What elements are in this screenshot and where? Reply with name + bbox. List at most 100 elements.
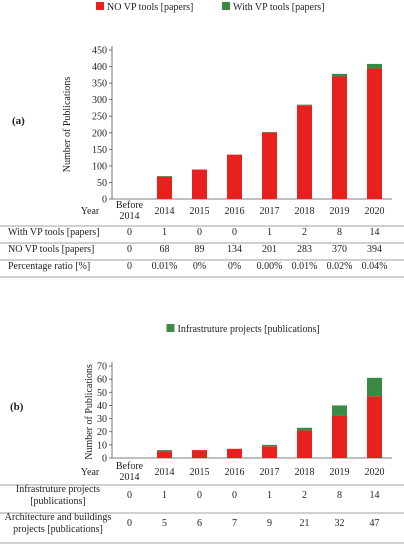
table-cell: 2 [302,490,307,501]
y-tick-label: 350 [92,79,107,90]
x-axis-title: Year [81,206,100,217]
bar-secondary [157,176,172,177]
y-tick-label: 300 [92,95,107,106]
table-cell: 1 [267,490,272,501]
y-axis-title: Number of Publications [62,77,73,173]
bar-primary [367,396,382,458]
x-tick-label: 2019 [330,206,350,217]
bar-primary [192,169,207,199]
table-cell: 9 [267,518,272,529]
table-cell: 370 [332,244,347,255]
y-tick-label: 400 [92,62,107,73]
bar-secondary [297,427,312,431]
table-row-label: Architecture and buildings projects [publ… [5,512,112,535]
y-tick-label: 0 [102,195,107,206]
table-cell: 21 [300,518,310,529]
y-tick-label: 0 [102,454,107,465]
table-cell: 0 [127,227,132,238]
bar-primary [297,105,312,199]
table-cell: 0.01% [152,261,178,272]
table-cell: 0% [228,261,241,272]
y-tick-label: 100 [92,161,107,172]
x-tick-label: 2016 [225,206,245,217]
table-cell: 0.01% [292,261,318,272]
x-tick-label: 2019 [330,467,350,478]
legend-label: NO VP tools [papers] [107,2,193,13]
table-row-label: Infrastruture projects [publications] [16,484,100,507]
x-tick-label: 2018 [295,467,315,478]
table-cell: 89 [195,244,205,255]
bar-primary [157,176,172,199]
x-axis-title: Year [81,467,100,478]
y-tick-label: 60 [97,375,107,386]
bar-secondary [332,73,347,77]
x-tick-label: 2017 [260,467,280,478]
y-tick-label: 50 [97,178,107,189]
table-cell: 2 [302,227,307,238]
x-tick-label: 2017 [260,206,280,217]
table-cell: 1 [162,490,167,501]
table-cell: 394 [367,244,382,255]
x-tick-label: 2016 [225,467,245,478]
table-cell: 14 [370,227,380,238]
x-tick-label: Before 2014 [116,200,144,222]
y-tick-label: 10 [97,440,107,451]
table-cell: 0 [197,227,202,238]
legend-swatch [222,2,230,10]
table-cell: 32 [335,518,345,529]
x-tick-label: 2014 [155,467,175,478]
x-tick-label: 2015 [190,206,210,217]
bar-primary [262,446,277,458]
y-tick-label: 40 [97,401,107,412]
table-cell: 1 [162,227,167,238]
x-tick-label: 2020 [365,467,385,478]
table-cell: 68 [160,244,170,255]
table-cell: 0 [232,490,237,501]
y-tick-label: 50 [97,388,107,399]
chart-panel-1: NO VP tools [papers] With VP tools [paper… [0,2,404,278]
x-tick-label: 2018 [295,206,315,217]
chart-panel-2: Infrastruture projects [publications] (b)… [0,324,404,544]
legend-label: With VP tools [papers] [233,2,325,13]
table-cell: 8 [337,490,342,501]
bar-secondary [297,104,312,106]
table-cell: 47 [370,518,380,529]
y-axis-title: Number of Publications [84,364,95,460]
bar-primary [367,68,382,199]
table-cell: 6 [197,518,202,529]
bar-primary [227,448,242,458]
legend-swatch [96,2,104,10]
table-cell: 0 [232,227,237,238]
y-tick-label: 150 [92,145,107,156]
table-cell: 8 [337,227,342,238]
bar-secondary [332,405,347,416]
y-tick-label: 20 [97,427,107,438]
y-tick-label: 30 [97,414,107,425]
x-tick-label: Before 2014 [116,461,144,483]
table-cell: 0 [197,490,202,501]
bar-primary [262,132,277,199]
table-cell: 201 [262,244,277,255]
bar-primary [192,450,207,458]
bar-primary [332,76,347,199]
bar-secondary [262,444,277,447]
x-tick-label: 2015 [190,467,210,478]
y-tick-label: 450 [92,46,107,57]
table-cell: 1 [267,227,272,238]
legend-swatch [166,324,175,332]
table-row-label: Percentage ratio [%] [8,261,90,272]
bar-secondary [157,450,172,452]
table-cell: 0% [193,261,206,272]
table-cell: 5 [162,518,167,529]
panel-label: (a) [12,115,25,127]
bar-secondary [367,377,382,397]
table-cell: 283 [297,244,312,255]
table-cell: 7 [232,518,237,529]
legend-label: Infrastruture projects [publications] [178,324,320,335]
bar-primary [332,415,347,458]
table-row-label: With VP tools [papers] [8,227,100,238]
table-cell: 0.02% [327,261,353,272]
x-tick-label: 2014 [155,206,175,217]
bar-primary [227,154,242,199]
table-cell: 0 [127,244,132,255]
